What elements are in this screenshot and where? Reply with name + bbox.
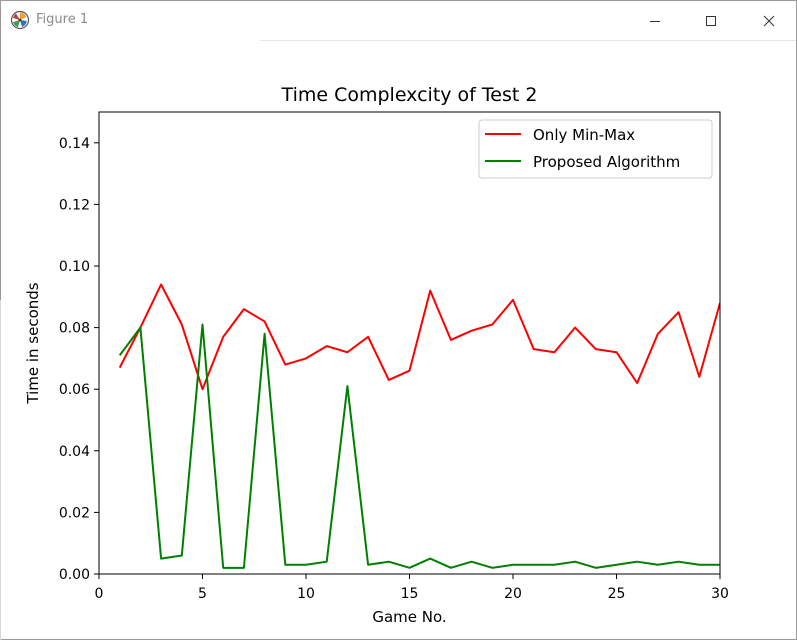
y-tick-label: 0.14 xyxy=(59,136,90,152)
legend-box xyxy=(478,119,713,179)
axes-frame xyxy=(98,111,721,575)
x-tick-label: 5 xyxy=(198,586,207,602)
y-tick-label: 0.12 xyxy=(59,197,90,213)
x-tick-label: 15 xyxy=(401,586,419,602)
window-title: Figure 1 xyxy=(36,12,89,27)
close-icon xyxy=(763,15,775,26)
legend-label-proposed: Proposed Algorithm xyxy=(533,153,680,171)
minimize-button[interactable] xyxy=(632,1,678,40)
y-tick-label: 0.04 xyxy=(59,444,90,460)
title-bar[interactable]: Figure 1 xyxy=(1,1,796,40)
x-tick-label: 10 xyxy=(297,586,315,602)
y-axis-label: Time in seconds xyxy=(24,282,42,404)
x-tick-label: 0 xyxy=(95,586,104,602)
close-button[interactable] xyxy=(746,1,792,40)
y-tick-label: 0.06 xyxy=(59,382,90,398)
series-line-proposed xyxy=(118,323,720,569)
y-tick-label: 0.08 xyxy=(59,321,90,337)
maximize-button[interactable] xyxy=(688,1,734,40)
y-tick-label: 0.10 xyxy=(59,259,90,275)
chart-title: Time Complexcity of Test 2 xyxy=(281,84,538,106)
y-tick-label: 0.00 xyxy=(59,567,90,583)
plot-area xyxy=(118,283,720,569)
series-line-min-max xyxy=(118,283,720,391)
legend: Only Min-Max Proposed Algorithm xyxy=(478,119,713,179)
x-tick-label: 20 xyxy=(504,586,522,602)
maximize-icon xyxy=(706,15,716,26)
minimize-icon xyxy=(650,20,660,22)
toolbar-divider xyxy=(260,40,796,41)
legend-label-min-max: Only Min-Max xyxy=(533,126,635,144)
x-axis-label: Game No. xyxy=(372,608,446,626)
window-edge-divider xyxy=(0,300,1,640)
x-tick-label: 30 xyxy=(711,586,729,602)
y-tick-label: 0.02 xyxy=(59,505,90,521)
matplotlib-logo-icon xyxy=(10,10,30,30)
x-tick-label: 25 xyxy=(608,586,626,602)
axis-ticks: 0 5 10 15 20 25 30 0.00 0.02 0.04 0.06 0.08 0.10 0.12… xyxy=(59,136,729,602)
